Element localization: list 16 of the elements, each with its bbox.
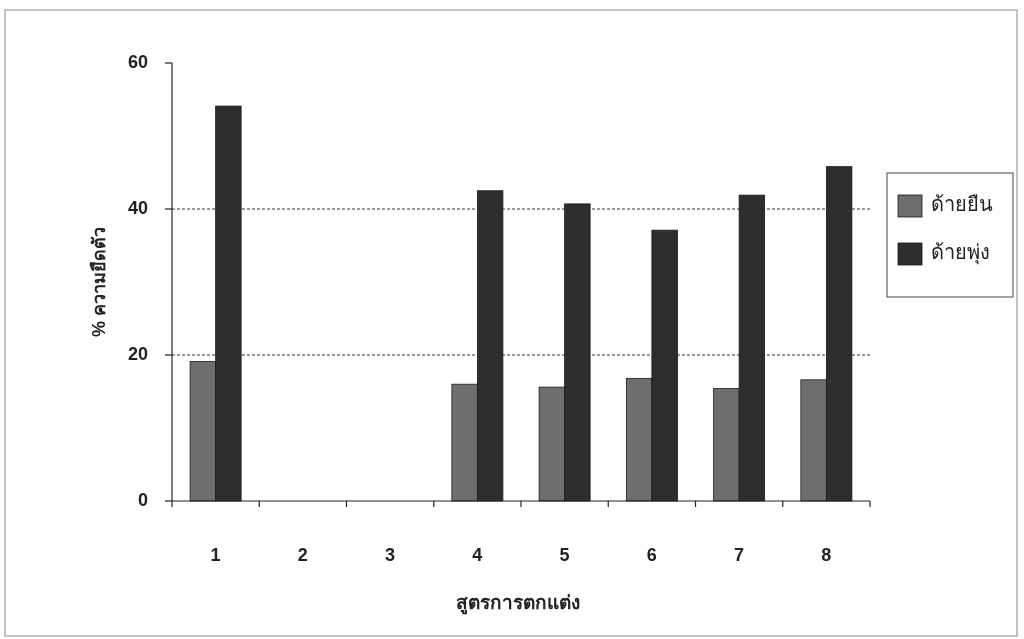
- x-tick-label: 3: [385, 544, 396, 565]
- y-tick-label: 40: [127, 197, 148, 218]
- y-axis-title: % ความยืดตัว: [88, 226, 109, 338]
- x-tick-label: 8: [821, 544, 832, 565]
- x-tick-label: 5: [559, 544, 570, 565]
- y-tick-label: 0: [137, 489, 148, 510]
- y-tick-label: 60: [127, 51, 148, 72]
- x-tick-label: 7: [734, 544, 745, 565]
- legend-label: ด้ายพุ่ง: [931, 241, 990, 266]
- x-tick-label: 4: [472, 544, 483, 565]
- x-tick-label: 6: [646, 544, 657, 565]
- legend-label: ด้ายยืน: [931, 193, 993, 216]
- x-tick-label: 1: [210, 544, 221, 565]
- y-tick-label: 20: [127, 343, 148, 364]
- x-tick-label: 2: [297, 544, 308, 565]
- x-axis-title: สูตรการตกแต่ง: [456, 592, 580, 616]
